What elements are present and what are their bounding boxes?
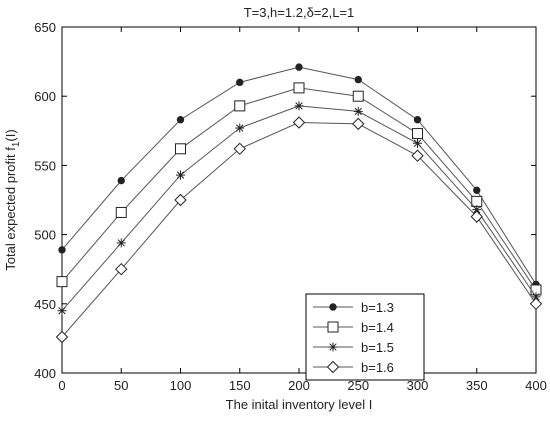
y-tick-label: 450 bbox=[34, 297, 56, 312]
legend-item: b=1.6 bbox=[313, 360, 394, 375]
star-marker bbox=[294, 101, 304, 111]
legend-label: b=1.6 bbox=[361, 360, 394, 375]
diamond-marker bbox=[470, 210, 483, 223]
x-tick-label: 250 bbox=[347, 378, 369, 393]
square-marker bbox=[115, 206, 127, 218]
star-marker bbox=[57, 306, 67, 316]
y-tick-label: 550 bbox=[34, 158, 56, 173]
star-marker bbox=[176, 170, 185, 180]
y-axis-label: Total expected profit f1(I) bbox=[3, 129, 22, 270]
diamond-marker bbox=[326, 360, 340, 374]
chart-title: T=3,h=1.2,δ=2,L=1 bbox=[244, 5, 355, 20]
legend-label: b=1.5 bbox=[361, 340, 394, 355]
diamond-marker bbox=[115, 262, 128, 276]
series-b=1.6 bbox=[55, 116, 543, 344]
y-tick-label: 600 bbox=[34, 89, 56, 104]
diamond-marker bbox=[411, 149, 424, 162]
dot-marker bbox=[354, 75, 362, 84]
diamond-marker bbox=[174, 193, 187, 207]
diamond-marker bbox=[233, 142, 246, 155]
square-marker bbox=[234, 100, 246, 112]
diamond-marker bbox=[292, 116, 306, 129]
series-b=1.4 bbox=[56, 82, 542, 296]
x-tick-label: 350 bbox=[466, 378, 488, 393]
dot-marker bbox=[473, 186, 481, 195]
square-marker bbox=[471, 195, 483, 207]
x-tick-label: 200 bbox=[288, 378, 310, 393]
axes: 0 50 100 150 200 250 300 350 400 400 450 500 550 600 6… bbox=[34, 20, 547, 393]
dot-marker bbox=[236, 78, 244, 87]
y-tick-label: 650 bbox=[34, 20, 56, 35]
star-marker bbox=[235, 123, 245, 133]
x-axis-label: The inital inventory level I bbox=[226, 397, 373, 412]
legend: b=1.3 b=1.4 b=1.5 b=1.6 bbox=[305, 293, 425, 381]
legend-item: b=1.5 bbox=[313, 340, 394, 355]
legend-item: b=1.4 bbox=[313, 320, 394, 335]
x-tick-label: 50 bbox=[114, 378, 128, 393]
dot-marker bbox=[413, 116, 422, 124]
series-b=1.3 bbox=[58, 63, 540, 289]
square-marker bbox=[352, 90, 364, 102]
dot-marker bbox=[295, 63, 303, 71]
star-marker bbox=[328, 342, 338, 352]
series-layer bbox=[55, 63, 543, 344]
y-tick-label: 500 bbox=[34, 228, 56, 243]
x-tick-label: 400 bbox=[525, 378, 547, 393]
square-marker bbox=[175, 143, 186, 155]
star-marker bbox=[353, 106, 363, 116]
x-tick-label: 150 bbox=[229, 378, 251, 393]
dot-marker bbox=[58, 246, 66, 254]
square-marker bbox=[412, 128, 423, 140]
square-marker bbox=[327, 321, 339, 333]
legend-item: b=1.3 bbox=[313, 300, 394, 315]
star-marker bbox=[413, 138, 422, 148]
square-marker bbox=[293, 82, 305, 94]
dot-marker bbox=[117, 176, 125, 185]
star-marker bbox=[116, 238, 126, 248]
diamond-marker bbox=[352, 117, 365, 131]
y-axis-label-suffix: (I) bbox=[3, 129, 18, 141]
dot-marker bbox=[176, 116, 185, 124]
y-axis-label-sub: 1 bbox=[11, 141, 22, 147]
y-tick-label: 400 bbox=[34, 366, 56, 381]
x-tick-label: 0 bbox=[58, 378, 65, 393]
legend-label: b=1.3 bbox=[361, 300, 394, 315]
diamond-marker bbox=[55, 330, 69, 344]
legend-box bbox=[305, 293, 425, 381]
legend-label: b=1.4 bbox=[361, 320, 394, 335]
series-b=1.5 bbox=[57, 101, 541, 316]
y-axis-label-main: Total expected profit f bbox=[3, 147, 18, 271]
x-tick-label: 300 bbox=[407, 378, 429, 393]
diamond-marker bbox=[529, 297, 543, 311]
dot-marker bbox=[329, 303, 337, 311]
x-tick-label: 100 bbox=[170, 378, 192, 393]
square-marker bbox=[56, 276, 68, 288]
